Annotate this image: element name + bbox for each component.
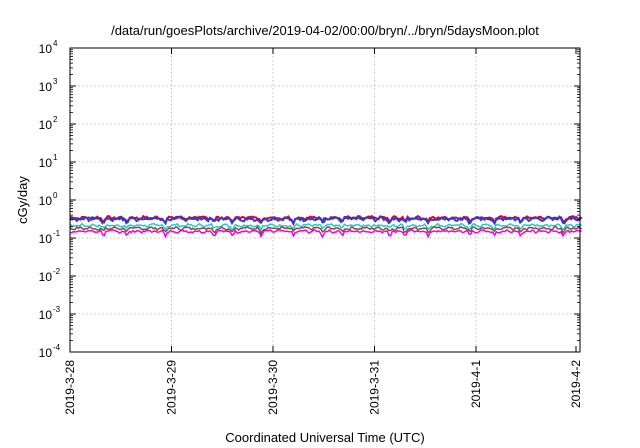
- chart-title: /data/run/goesPlots/archive/2019-04-02/0…: [111, 23, 539, 38]
- series-line: [69, 222, 582, 232]
- x-axis-ticks: 2019-3-28 2019-3-29 2019-3-30 2019-3-31 2019…: [63, 48, 583, 415]
- series-line: [69, 228, 582, 239]
- y-tick-label: 10: [39, 270, 53, 284]
- x-tick-label: 2019-3-30: [266, 360, 280, 415]
- series-line: [69, 215, 582, 226]
- x-tick-label: 2019-4-2: [569, 360, 583, 408]
- y-tick-exponent: -4: [53, 343, 61, 352]
- y-tick-label: 10: [39, 232, 53, 246]
- grid-lines: [70, 48, 580, 352]
- y-tick-exponent: 3: [53, 77, 58, 86]
- y-tick-label: 10: [39, 118, 53, 132]
- x-tick-label: 2019-4-1: [469, 360, 483, 408]
- x-tick-label: 2019-3-31: [368, 360, 382, 415]
- data-series: [69, 214, 583, 239]
- y-tick-label: 10: [39, 194, 53, 208]
- y-tick-exponent: 2: [53, 115, 58, 124]
- y-tick-label: 10: [39, 156, 53, 170]
- y-tick-label: 10: [39, 346, 53, 360]
- y-tick-label: 10: [39, 308, 53, 322]
- y-tick-label: 10: [39, 42, 53, 56]
- y-tick-exponent: -3: [53, 305, 61, 314]
- y-tick-exponent: -2: [53, 267, 61, 276]
- series-line: [69, 225, 582, 235]
- x-tick-label: 2019-3-29: [165, 360, 179, 415]
- y-tick-exponent: 0: [53, 191, 58, 200]
- y-tick-exponent: -1: [53, 229, 61, 238]
- x-axis-label: Coordinated Universal Time (UTC): [225, 430, 424, 445]
- y-tick-exponent: 1: [53, 153, 58, 162]
- y-tick-label: 10: [39, 80, 53, 94]
- y-tick-exponent: 4: [53, 39, 58, 48]
- x-tick-label: 2019-3-28: [63, 360, 77, 415]
- y-axis-label: cGy/day: [15, 176, 30, 224]
